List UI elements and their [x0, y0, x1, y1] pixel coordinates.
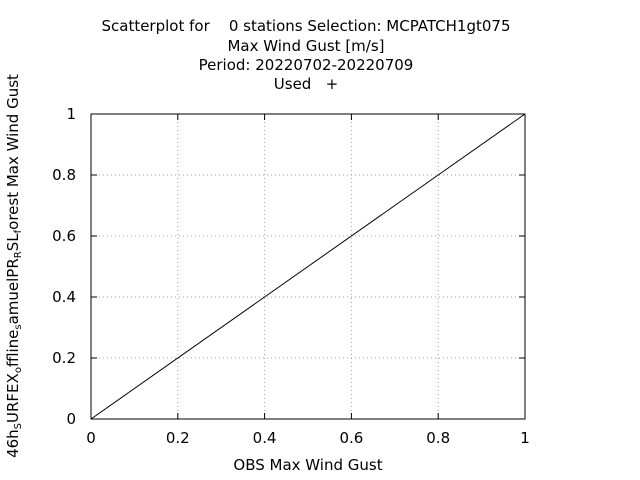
y-axis-label-part: ffline	[4, 329, 22, 368]
y-tick-label: 0.8	[52, 166, 76, 184]
y-axis-label-part: S	[13, 422, 24, 430]
x-tick-label: 0.8	[426, 429, 450, 447]
y-tick-label: 1	[66, 105, 76, 123]
y-axis-label-part: o	[13, 367, 24, 374]
x-tick-label: 0.4	[253, 429, 277, 447]
plot-frame	[90, 113, 526, 420]
y-axis-label-part: orest Max Wind Gust	[4, 74, 22, 230]
y-axis-label-part: 46h	[4, 429, 22, 458]
chart-title-line-2: Max Wind Gust [m/s]	[227, 37, 385, 55]
x-tick-label: 0.2	[166, 429, 190, 447]
x-tick-label: 1	[520, 429, 530, 447]
one-to-one-line	[90, 113, 526, 420]
chart-title-line-1: Scatterplot for 0 stations Selection: MC…	[101, 17, 511, 35]
y-tick-label: 0	[66, 410, 76, 428]
chart-title-line-3: Period: 20220702-20220709	[198, 56, 414, 74]
y-tick-label: 0.6	[52, 227, 76, 245]
chart-title-line-4: Used +	[273, 75, 339, 93]
x-tick-label: 0.6	[339, 429, 363, 447]
y-axis-label-part: amuelPR	[4, 258, 22, 325]
y-axis-label-part: s	[13, 324, 24, 330]
x-tick-label: 0	[86, 429, 96, 447]
y-axis-label-part: f	[13, 229, 24, 234]
y-axis-label-part: URFEX	[4, 373, 22, 423]
y-tick-label: 0.2	[52, 349, 76, 367]
x-axis-label: OBS Max Wind Gust	[233, 456, 383, 474]
y-tick-label: 0.4	[52, 288, 76, 306]
y-axis-label-part: SL	[4, 233, 22, 252]
y-axis-label-part: R	[13, 251, 24, 259]
y-axis-label: 46hSURFEXofflinesamuelPRRSLforest Max Wi…	[4, 74, 24, 458]
